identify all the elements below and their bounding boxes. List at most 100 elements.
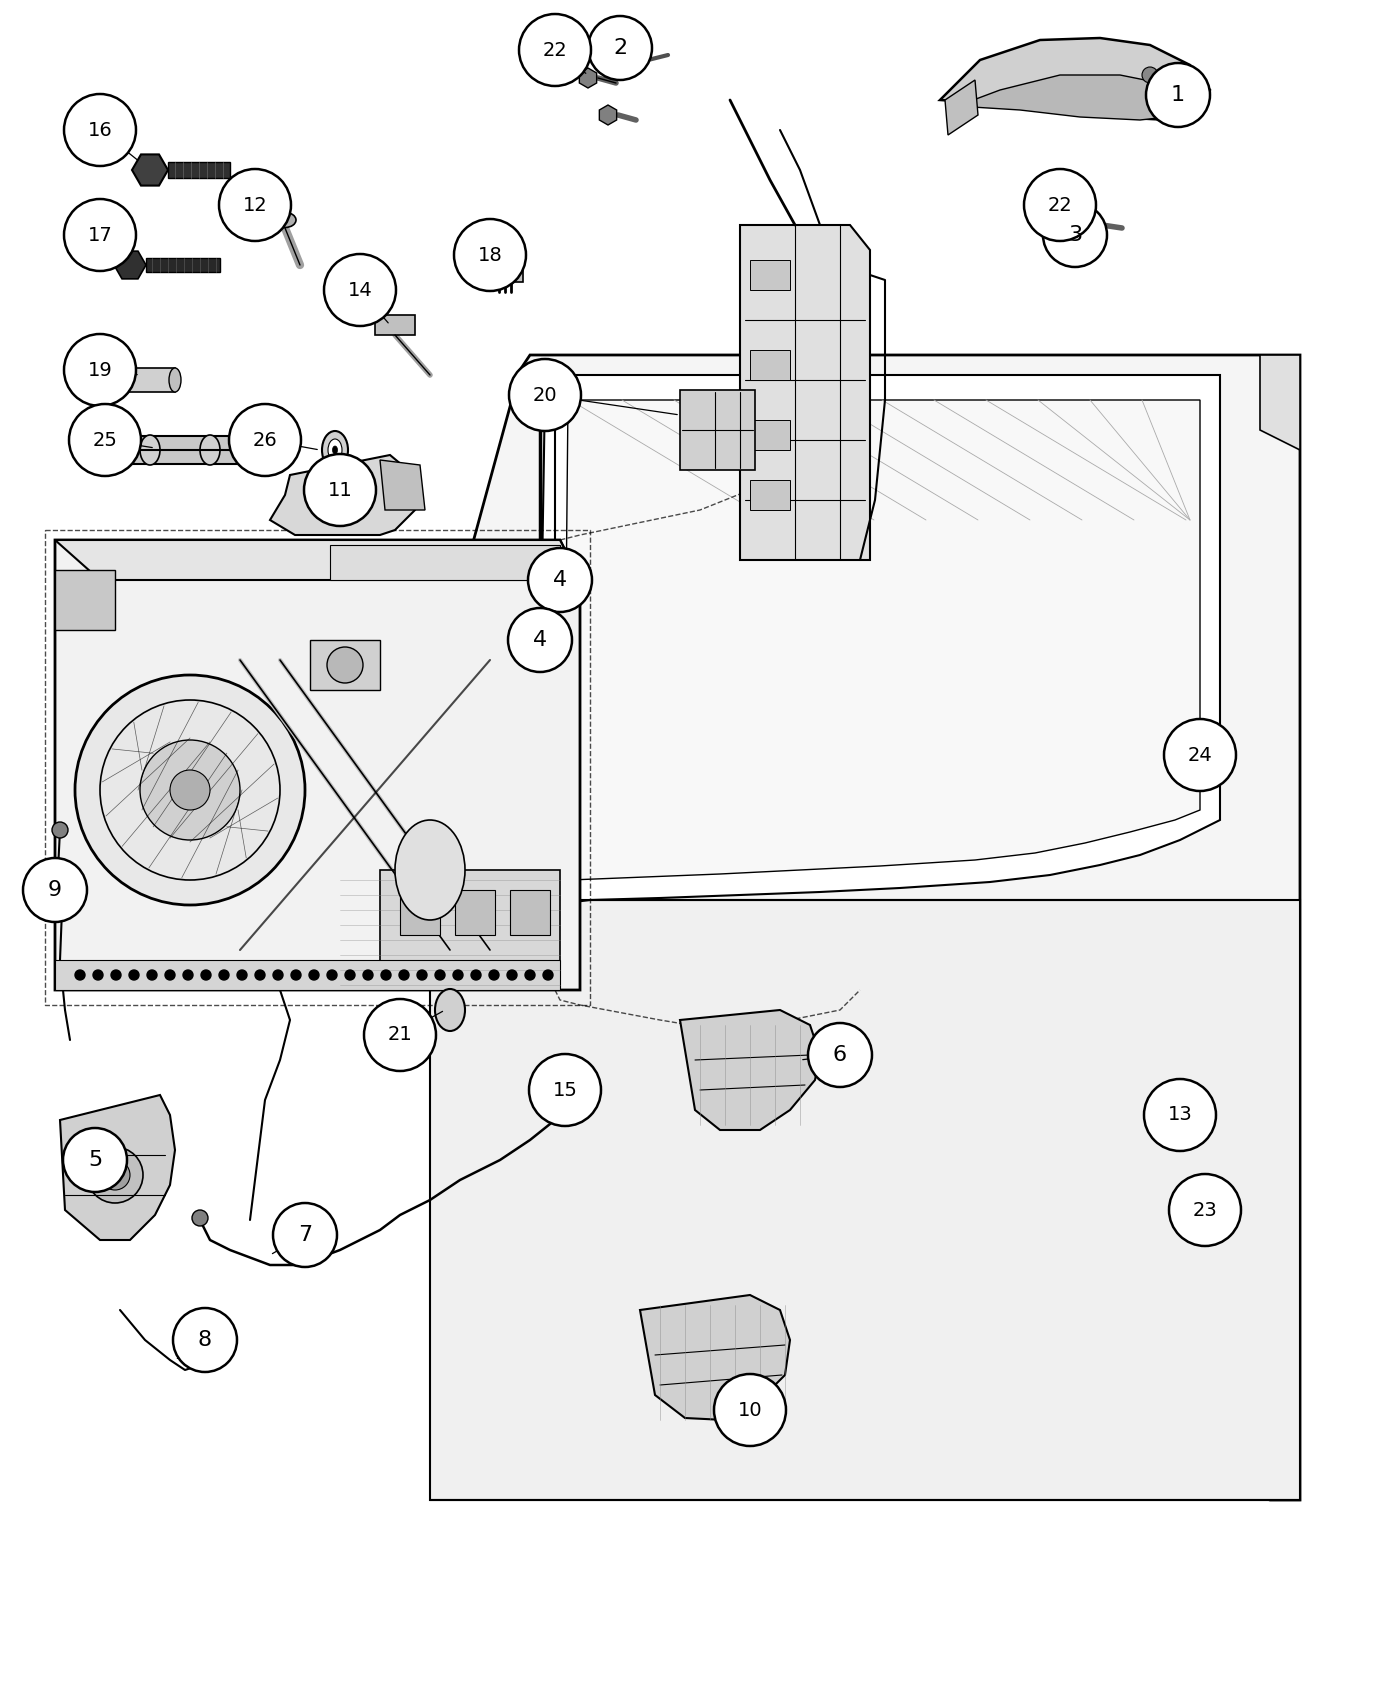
- Circle shape: [399, 971, 409, 979]
- Polygon shape: [146, 258, 220, 272]
- Polygon shape: [640, 1295, 790, 1420]
- Circle shape: [202, 971, 211, 979]
- Circle shape: [470, 971, 482, 979]
- Polygon shape: [750, 479, 790, 510]
- Text: 2: 2: [613, 37, 627, 58]
- Circle shape: [508, 609, 573, 672]
- Circle shape: [273, 1204, 337, 1266]
- Polygon shape: [60, 1095, 175, 1239]
- Polygon shape: [55, 570, 115, 631]
- Circle shape: [328, 648, 363, 683]
- Ellipse shape: [328, 439, 342, 461]
- Text: 15: 15: [553, 1081, 577, 1100]
- Circle shape: [808, 1023, 872, 1086]
- Circle shape: [63, 1129, 127, 1192]
- Circle shape: [328, 971, 337, 979]
- Circle shape: [529, 1054, 601, 1125]
- Circle shape: [519, 14, 591, 87]
- Circle shape: [76, 971, 85, 979]
- Ellipse shape: [200, 435, 220, 466]
- Text: 5: 5: [88, 1149, 102, 1170]
- Text: 4: 4: [553, 570, 567, 590]
- Text: 24: 24: [1187, 746, 1212, 765]
- Circle shape: [1198, 758, 1211, 772]
- Circle shape: [218, 971, 230, 979]
- Circle shape: [169, 770, 210, 809]
- Polygon shape: [741, 224, 869, 559]
- Polygon shape: [680, 1010, 820, 1130]
- Polygon shape: [945, 80, 979, 134]
- Circle shape: [218, 168, 291, 241]
- Circle shape: [344, 971, 356, 979]
- Polygon shape: [510, 891, 550, 935]
- Circle shape: [111, 971, 120, 979]
- Ellipse shape: [547, 1062, 582, 1117]
- Ellipse shape: [99, 367, 111, 393]
- Text: 12: 12: [242, 196, 267, 214]
- Text: 16: 16: [88, 121, 112, 139]
- Circle shape: [1205, 1210, 1215, 1221]
- Text: 23: 23: [1193, 1200, 1218, 1219]
- Polygon shape: [55, 541, 580, 580]
- Ellipse shape: [435, 989, 465, 1030]
- Polygon shape: [750, 260, 790, 291]
- Circle shape: [454, 219, 526, 291]
- Polygon shape: [487, 258, 524, 282]
- Circle shape: [507, 971, 517, 979]
- Text: 25: 25: [92, 430, 118, 449]
- Text: 18: 18: [477, 245, 503, 265]
- Text: 22: 22: [543, 41, 567, 60]
- Text: 4: 4: [533, 631, 547, 649]
- Circle shape: [64, 94, 136, 167]
- Polygon shape: [430, 899, 1301, 1499]
- Polygon shape: [540, 376, 1219, 904]
- Ellipse shape: [274, 212, 295, 228]
- Circle shape: [165, 971, 175, 979]
- Ellipse shape: [333, 445, 337, 454]
- Ellipse shape: [237, 435, 253, 464]
- Circle shape: [22, 858, 87, 921]
- Circle shape: [543, 971, 553, 979]
- Circle shape: [309, 971, 319, 979]
- Circle shape: [147, 971, 157, 979]
- Circle shape: [174, 1307, 237, 1372]
- Text: 13: 13: [1168, 1105, 1193, 1124]
- Circle shape: [323, 253, 396, 326]
- Polygon shape: [168, 162, 230, 178]
- Polygon shape: [55, 960, 560, 989]
- Circle shape: [363, 971, 372, 979]
- Circle shape: [454, 971, 463, 979]
- Circle shape: [1147, 63, 1210, 128]
- Polygon shape: [379, 461, 426, 510]
- Circle shape: [417, 971, 427, 979]
- Circle shape: [64, 333, 136, 406]
- Text: 10: 10: [738, 1401, 763, 1420]
- Polygon shape: [750, 420, 790, 450]
- Polygon shape: [270, 456, 420, 536]
- Circle shape: [99, 1159, 130, 1190]
- Circle shape: [381, 971, 391, 979]
- Polygon shape: [309, 639, 379, 690]
- Circle shape: [1163, 719, 1236, 791]
- Circle shape: [1198, 1204, 1222, 1227]
- Polygon shape: [105, 367, 175, 393]
- Circle shape: [1169, 1175, 1240, 1246]
- Circle shape: [291, 971, 301, 979]
- Text: 7: 7: [298, 1226, 312, 1244]
- Circle shape: [528, 547, 592, 612]
- Polygon shape: [455, 891, 496, 935]
- Polygon shape: [130, 435, 265, 464]
- Circle shape: [510, 359, 581, 432]
- Circle shape: [183, 971, 193, 979]
- Polygon shape: [379, 870, 560, 979]
- Polygon shape: [939, 37, 1210, 121]
- Text: 22: 22: [1047, 196, 1072, 214]
- Text: 14: 14: [347, 280, 372, 299]
- Circle shape: [1043, 202, 1107, 267]
- Text: 3: 3: [1068, 224, 1082, 245]
- Circle shape: [129, 971, 139, 979]
- Polygon shape: [1260, 355, 1301, 451]
- Circle shape: [1023, 168, 1096, 241]
- Circle shape: [525, 971, 535, 979]
- Polygon shape: [375, 314, 414, 335]
